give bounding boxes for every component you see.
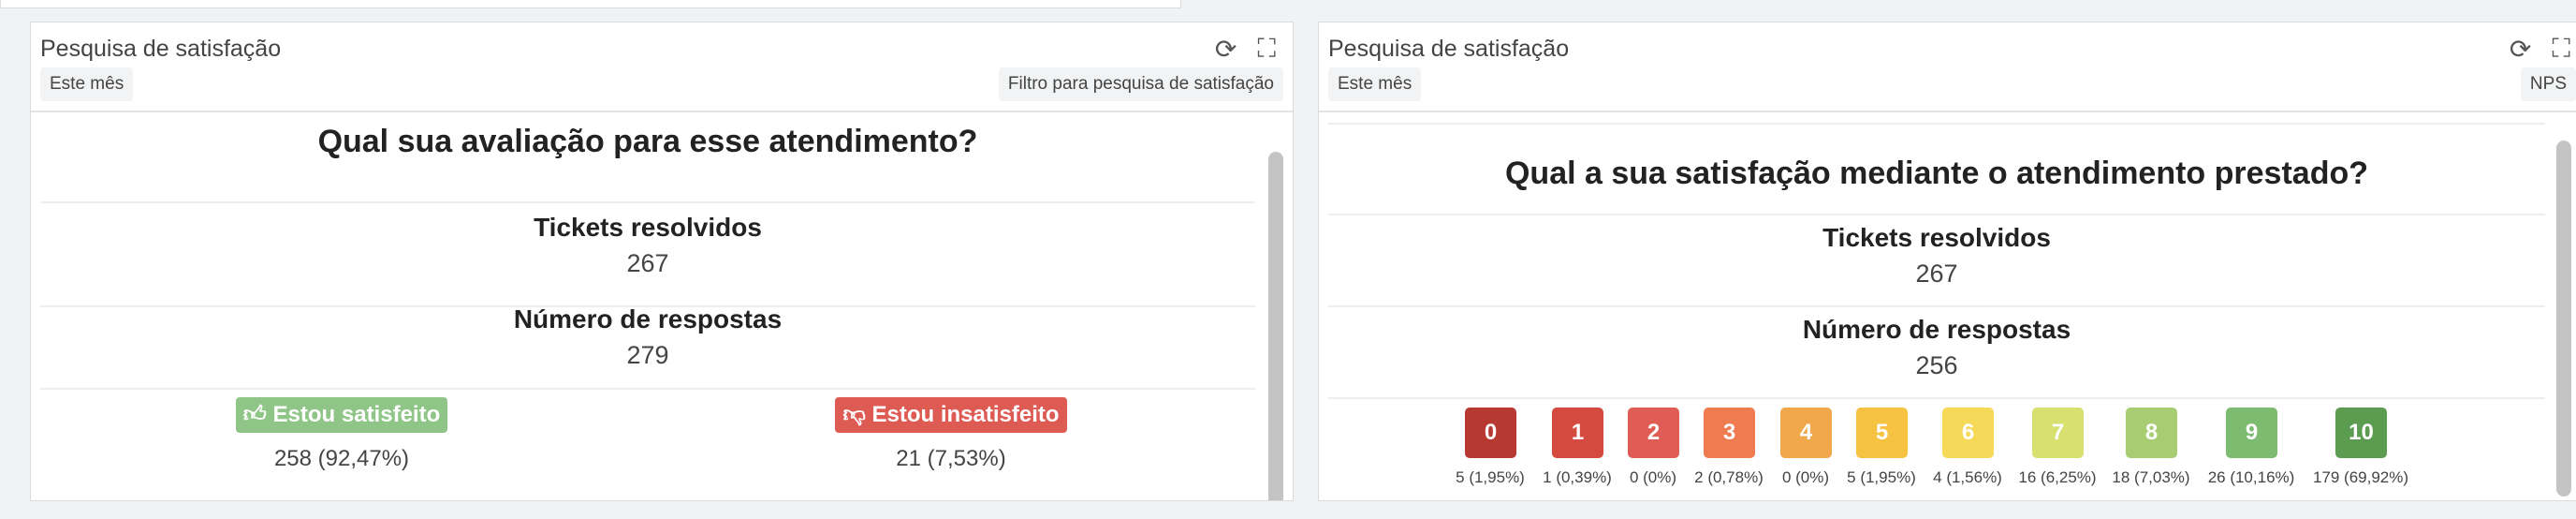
question-title: Qual a sua satisfação mediante o atendim…	[1504, 156, 2369, 191]
nps-score-result: 1 (0,39%)	[1543, 468, 1612, 486]
divider	[40, 388, 1255, 390]
top-panel-edge	[0, 0, 1181, 8]
survey-filter[interactable]: Filtro para pesquisa de satisfação	[998, 67, 1283, 101]
responses-value: 279	[626, 341, 669, 369]
responses-label: Número de respostas	[513, 304, 783, 334]
nps-score-button[interactable]: 9	[2226, 408, 2277, 458]
tickets-value: 267	[1915, 260, 1958, 288]
nps-score-button[interactable]: 7	[2032, 408, 2084, 458]
nps-score-button[interactable]: 1	[1552, 408, 1603, 458]
nps-score-result: 179 (69,92%)	[2312, 468, 2409, 486]
period-filter[interactable]: Este mês	[1328, 67, 1422, 101]
divider	[1328, 123, 2545, 125]
nps-score-result: 5 (1,95%)	[1847, 468, 1916, 486]
thumbs-down-icon: 👎︎	[842, 402, 866, 427]
satisfied-result: 258 (92,47%)	[273, 446, 410, 471]
nps-score-button[interactable]: 0	[1465, 408, 1516, 458]
tickets-label: Tickets resolvidos	[1822, 223, 2051, 252]
unsatisfied-result: 21 (7,53%)	[896, 446, 1006, 471]
tickets-label: Tickets resolvidos	[534, 213, 762, 242]
scrollbar[interactable]	[2556, 141, 2571, 497]
nps-score-result: 0 (0%)	[1629, 468, 1677, 486]
tickets-value: 267	[626, 249, 669, 277]
nps-score-result: 26 (10,16%)	[2207, 468, 2295, 486]
nps-widget: Pesquisa de satisfação ⟳ ⛶ Este mês NPS …	[1318, 22, 2576, 501]
refresh-icon[interactable]: ⟳	[1214, 35, 1237, 64]
nps-score-result: 16 (6,25%)	[2018, 468, 2097, 486]
nps-score-button[interactable]: 5	[1856, 408, 1908, 458]
nps-score-button[interactable]: 8	[2126, 408, 2177, 458]
widget-title: Pesquisa de satisfação	[1328, 36, 1570, 62]
period-filter[interactable]: Este mês	[40, 67, 134, 101]
scrollbar[interactable]	[1268, 152, 1283, 500]
nps-score-button[interactable]: 2	[1628, 408, 1679, 458]
responses-label: Número de respostas	[1802, 315, 2071, 344]
unsatisfied-button[interactable]: 👎︎ Estou insatisfeito	[835, 397, 1067, 433]
expand-icon[interactable]: ⛶	[1257, 34, 1276, 63]
divider	[40, 305, 1255, 307]
divider	[40, 201, 1255, 203]
nps-score-button[interactable]: 10	[2335, 408, 2387, 458]
nps-score-button[interactable]: 3	[1704, 408, 1755, 458]
divider	[1328, 305, 2545, 307]
survey-filter[interactable]: NPS	[2520, 67, 2576, 101]
nps-score-result: 18 (7,03%)	[2112, 468, 2190, 486]
satisfied-button[interactable]: 👍︎ Estou satisfeito	[236, 397, 447, 433]
question-title: Qual sua avaliação para esse atendimento…	[317, 124, 978, 159]
responses-value: 256	[1915, 351, 1958, 379]
satisfaction-widget: Pesquisa de satisfação ⟳ ⛶ Este mês Filt…	[30, 22, 1294, 501]
nps-score-result: 0 (0%)	[1781, 468, 1830, 486]
nps-score-button[interactable]: 4	[1780, 408, 1832, 458]
divider	[31, 111, 1293, 112]
expand-icon[interactable]: ⛶	[2552, 34, 2570, 63]
divider	[1319, 111, 2576, 112]
divider	[1328, 397, 2545, 399]
nps-score-result: 5 (1,95%)	[1456, 468, 1525, 486]
nps-score-result: 2 (0,78%)	[1694, 468, 1764, 486]
divider	[1328, 214, 2545, 215]
nps-score-button[interactable]: 6	[1942, 408, 1994, 458]
nps-score-result: 4 (1,56%)	[1933, 468, 2002, 486]
refresh-icon[interactable]: ⟳	[2509, 35, 2532, 64]
widget-title: Pesquisa de satisfação	[40, 36, 282, 62]
thumbs-up-icon: 👍︎	[242, 402, 267, 427]
